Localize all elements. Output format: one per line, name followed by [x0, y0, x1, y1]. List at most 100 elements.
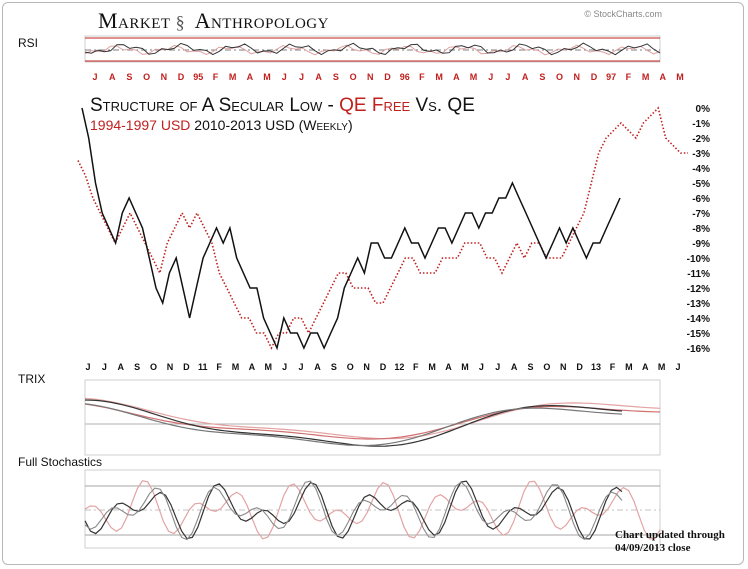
bottom-month-label: F: [216, 362, 222, 372]
bottom-month-label: J: [479, 362, 484, 372]
y-tick-label: -8%: [692, 224, 710, 235]
dna-icon: §: [175, 12, 186, 32]
top-month-label: 95: [193, 72, 203, 82]
stoch-black-line-1: [84, 480, 623, 540]
y-tick-label: -6%: [692, 194, 710, 205]
bottom-month-label: N: [167, 362, 174, 372]
bottom-month-label: 11: [198, 362, 208, 372]
top-month-label: S: [333, 72, 339, 82]
top-month-label: J: [488, 72, 493, 82]
bottom-month-label: J: [102, 362, 107, 372]
update-note-line1: Chart updated through: [615, 529, 725, 541]
bottom-month-label: F: [413, 362, 419, 372]
y-tick-label: -5%: [692, 179, 710, 190]
trix-red-line-1: [84, 397, 661, 440]
stoch-red-line: [84, 480, 661, 540]
bottom-month-label: J: [282, 362, 287, 372]
series-line-1994-1997: [77, 106, 688, 350]
top-month-label: J: [92, 72, 97, 82]
rsi-red-line: [84, 44, 661, 56]
stoch-black-line-2: [84, 480, 623, 541]
title-part-c: Vs. QE: [410, 95, 475, 116]
bottom-month-label: M: [265, 362, 273, 372]
bottom-month-label: J: [675, 362, 680, 372]
stoch-panel-frame: [84, 469, 661, 549]
rsi-panel-frame: [84, 35, 661, 63]
bottom-month-label: D: [380, 362, 387, 372]
bottom-month-label: N: [363, 362, 370, 372]
top-month-label: N: [367, 72, 374, 82]
bottom-month-label: 12: [394, 362, 404, 372]
trix-red-line-2: [84, 403, 661, 440]
y-tick-label: -10%: [687, 254, 710, 265]
bottom-month-label: S: [527, 362, 533, 372]
top-month-label: A: [109, 72, 116, 82]
top-month-label: O: [556, 72, 563, 82]
top-month-label: F: [626, 72, 632, 82]
y-tick-label: -14%: [687, 314, 710, 325]
y-tick-label: -2%: [692, 134, 710, 145]
bottom-month-label: M: [625, 362, 633, 372]
bottom-month-label: A: [118, 362, 125, 372]
bottom-month-label: F: [610, 362, 616, 372]
brand-logo: Market § Anthropology: [98, 8, 329, 34]
top-month-label: M: [435, 72, 443, 82]
brand-left: Market: [98, 8, 171, 33]
top-month-label: M: [676, 72, 684, 82]
top-month-label: F: [213, 72, 219, 82]
bottom-month-label: A: [445, 362, 452, 372]
top-month-label: D: [384, 72, 391, 82]
bottom-month-label: A: [642, 362, 649, 372]
y-tick-label: -11%: [687, 269, 710, 280]
top-month-label: D: [591, 72, 598, 82]
top-month-label: F: [419, 72, 425, 82]
bottom-month-label: S: [331, 362, 337, 372]
y-tick-label: -16%: [687, 344, 710, 355]
y-tick-label: -1%: [692, 119, 710, 130]
source-credit: © StockCharts.com: [584, 9, 662, 19]
bottom-month-label: M: [658, 362, 666, 372]
top-month-label: A: [522, 72, 529, 82]
bottom-month-label: J: [299, 362, 304, 372]
top-month-label: J: [299, 72, 304, 82]
top-month-label: O: [350, 72, 357, 82]
stoch-label: Full Stochastics: [18, 455, 103, 469]
title-part-a: Structure of A Secular Low -: [90, 95, 340, 116]
bottom-month-label: M: [461, 362, 469, 372]
bottom-month-label: J: [85, 362, 90, 372]
bottom-month-label: N: [560, 362, 567, 372]
top-month-label: O: [143, 72, 150, 82]
top-month-label: M: [642, 72, 650, 82]
bottom-month-label: D: [183, 362, 190, 372]
top-month-label: D: [178, 72, 185, 82]
bottom-month-label: O: [347, 362, 354, 372]
title-part-b: QE Free: [339, 95, 411, 116]
update-note-line2: 04/09/2013 close: [615, 542, 691, 554]
bottom-month-label: D: [576, 362, 583, 372]
trix-label: TRIX: [18, 372, 46, 386]
chart-title: Structure of A Secular Low - QE Free Vs.…: [90, 95, 475, 117]
trix-black-line-2: [84, 403, 623, 447]
top-month-label: S: [126, 72, 132, 82]
top-month-label: A: [247, 72, 254, 82]
top-month-label: A: [453, 72, 460, 82]
bottom-month-label: A: [314, 362, 321, 372]
top-month-label: J: [282, 72, 287, 82]
top-month-label: M: [470, 72, 478, 82]
y-tick-label: -13%: [687, 299, 710, 310]
y-tick-label: -4%: [692, 164, 710, 175]
top-month-label: 97: [606, 72, 616, 82]
top-month-label: M: [229, 72, 237, 82]
y-tick-label: -15%: [687, 329, 710, 340]
top-month-label: A: [660, 72, 667, 82]
subtitle-red: 1994-1997 USD: [90, 117, 191, 133]
bottom-month-label: A: [511, 362, 518, 372]
top-month-label: M: [263, 72, 271, 82]
top-month-label: N: [574, 72, 581, 82]
y-tick-label: -12%: [687, 284, 710, 295]
subtitle-black: 2010-2013 USD (Weekly): [190, 117, 353, 133]
bottom-month-label: O: [150, 362, 157, 372]
bottom-month-label: J: [495, 362, 500, 372]
chart-subtitle: 1994-1997 USD 2010-2013 USD (Weekly): [90, 117, 353, 133]
